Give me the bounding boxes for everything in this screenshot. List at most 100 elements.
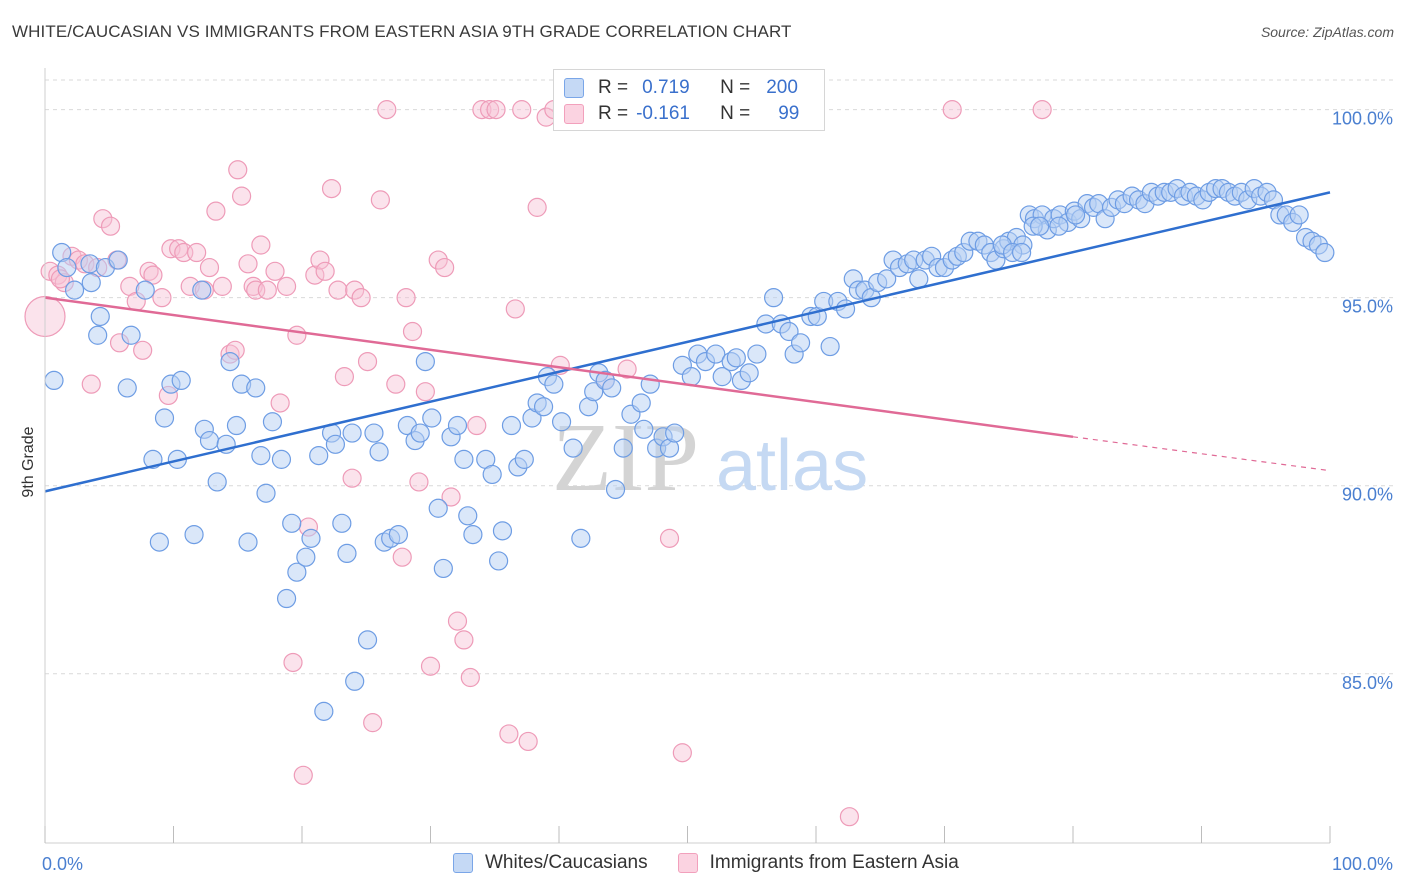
legend-swatch-pink	[564, 104, 584, 124]
pink-point	[351, 288, 371, 308]
pink-point	[246, 280, 266, 300]
watermark-atlas: atlas	[716, 426, 868, 506]
blue-point	[149, 532, 169, 552]
pink-point	[396, 288, 416, 308]
pink-point	[420, 656, 441, 676]
blue-point	[287, 562, 307, 582]
legend-r-label: R =	[598, 103, 629, 124]
blue-trend-line	[44, 191, 1331, 493]
pink-point	[238, 254, 258, 274]
pink-point	[441, 487, 461, 507]
pink-trend-extension	[1072, 436, 1331, 472]
blue-point	[712, 367, 732, 387]
pink-point	[161, 239, 181, 259]
blue-point	[631, 393, 651, 413]
x-tick-label-end: 100.0%	[1332, 854, 1393, 874]
pink-point	[447, 611, 468, 631]
blue-point	[388, 524, 408, 545]
series-legend: Whites/Caucasians Immigrants from Easter…	[453, 852, 989, 874]
pink-point	[499, 724, 519, 744]
blue-point	[207, 472, 227, 492]
pink-point	[143, 265, 163, 285]
blue-point	[296, 547, 316, 567]
pink-point	[283, 652, 303, 673]
blue-point	[551, 412, 572, 432]
pink-point	[293, 765, 313, 785]
blue-point	[681, 367, 701, 387]
blue-point	[309, 446, 329, 466]
x-tick-label-start: 0.0%	[42, 854, 83, 874]
pink-point	[942, 100, 962, 120]
blue-point	[1065, 205, 1086, 225]
pink-point	[206, 201, 226, 221]
blue-point	[563, 438, 583, 458]
blue-point	[171, 370, 191, 390]
pink-point	[617, 359, 637, 379]
blue-point	[199, 430, 220, 451]
pink-point	[659, 528, 680, 548]
series-label-pink: Immigrants from Eastern Asia	[709, 852, 959, 873]
y-axis-title: 9th Grade	[20, 426, 37, 497]
blue-point	[81, 273, 101, 293]
pink-point	[81, 374, 101, 394]
trend-lines	[44, 191, 1331, 493]
pink-point	[512, 100, 532, 120]
pink-point	[287, 325, 307, 345]
pink-point	[527, 197, 547, 217]
y-tick-label: 100.0%	[1332, 109, 1393, 129]
pink-point	[392, 547, 412, 567]
pink-point	[100, 216, 121, 236]
pink-point	[187, 242, 207, 263]
pink-point	[251, 235, 271, 255]
blue-point	[220, 351, 240, 372]
blue-point	[492, 521, 513, 541]
stats-legend: R = 0.719 N = 200 R = -0.161 N = 99	[553, 69, 825, 131]
blue-point	[57, 257, 77, 278]
blue-point	[602, 378, 622, 398]
blue-point	[706, 344, 726, 364]
pink-point	[328, 280, 348, 300]
blue-point	[364, 423, 384, 443]
series-label-blue: Whites/Caucasians	[485, 852, 648, 873]
blue-point	[877, 269, 897, 289]
blue-point	[117, 378, 137, 398]
pink-point	[342, 468, 362, 488]
blue-point	[501, 415, 522, 436]
pink-point	[357, 351, 378, 372]
pink-point	[409, 472, 429, 492]
pink-point	[467, 415, 487, 436]
blue-point	[251, 446, 271, 466]
chart-title: WHITE/CAUCASIAN VS IMMIGRANTS FROM EASTE…	[12, 22, 792, 41]
y-tick-label: 85.0%	[1342, 673, 1393, 693]
pink-point	[472, 100, 492, 120]
blue-point	[369, 442, 389, 462]
pink-point	[315, 261, 335, 281]
blue-point	[135, 280, 155, 300]
blue-point	[533, 397, 554, 417]
pink-point	[402, 321, 423, 342]
pink-point	[310, 250, 330, 270]
blue-point	[458, 506, 478, 526]
legend-r-value: -0.161	[636, 103, 690, 124]
pink-trend-line	[44, 296, 1074, 439]
blue-point	[1289, 205, 1309, 225]
blue-point	[342, 423, 362, 443]
pink-point	[133, 340, 153, 360]
pink-point	[839, 807, 860, 827]
blue-point	[1011, 242, 1032, 263]
pink-point	[232, 186, 252, 206]
pink-point	[518, 731, 538, 752]
blue-point	[64, 280, 85, 300]
blue-point	[226, 415, 247, 436]
pink-point	[1032, 100, 1052, 120]
pink-point	[169, 239, 189, 259]
blue-point	[747, 344, 767, 364]
blue-point	[584, 382, 604, 402]
pink-point	[152, 288, 172, 308]
blue-point	[262, 412, 283, 432]
pink-point	[486, 100, 506, 120]
axis-layer: 85.0% 90.0% 95.0% 100.0% 0.0% 100.0%	[42, 68, 1393, 874]
pink-point	[386, 374, 406, 394]
blue-point	[613, 438, 633, 458]
blue-point	[325, 434, 346, 454]
